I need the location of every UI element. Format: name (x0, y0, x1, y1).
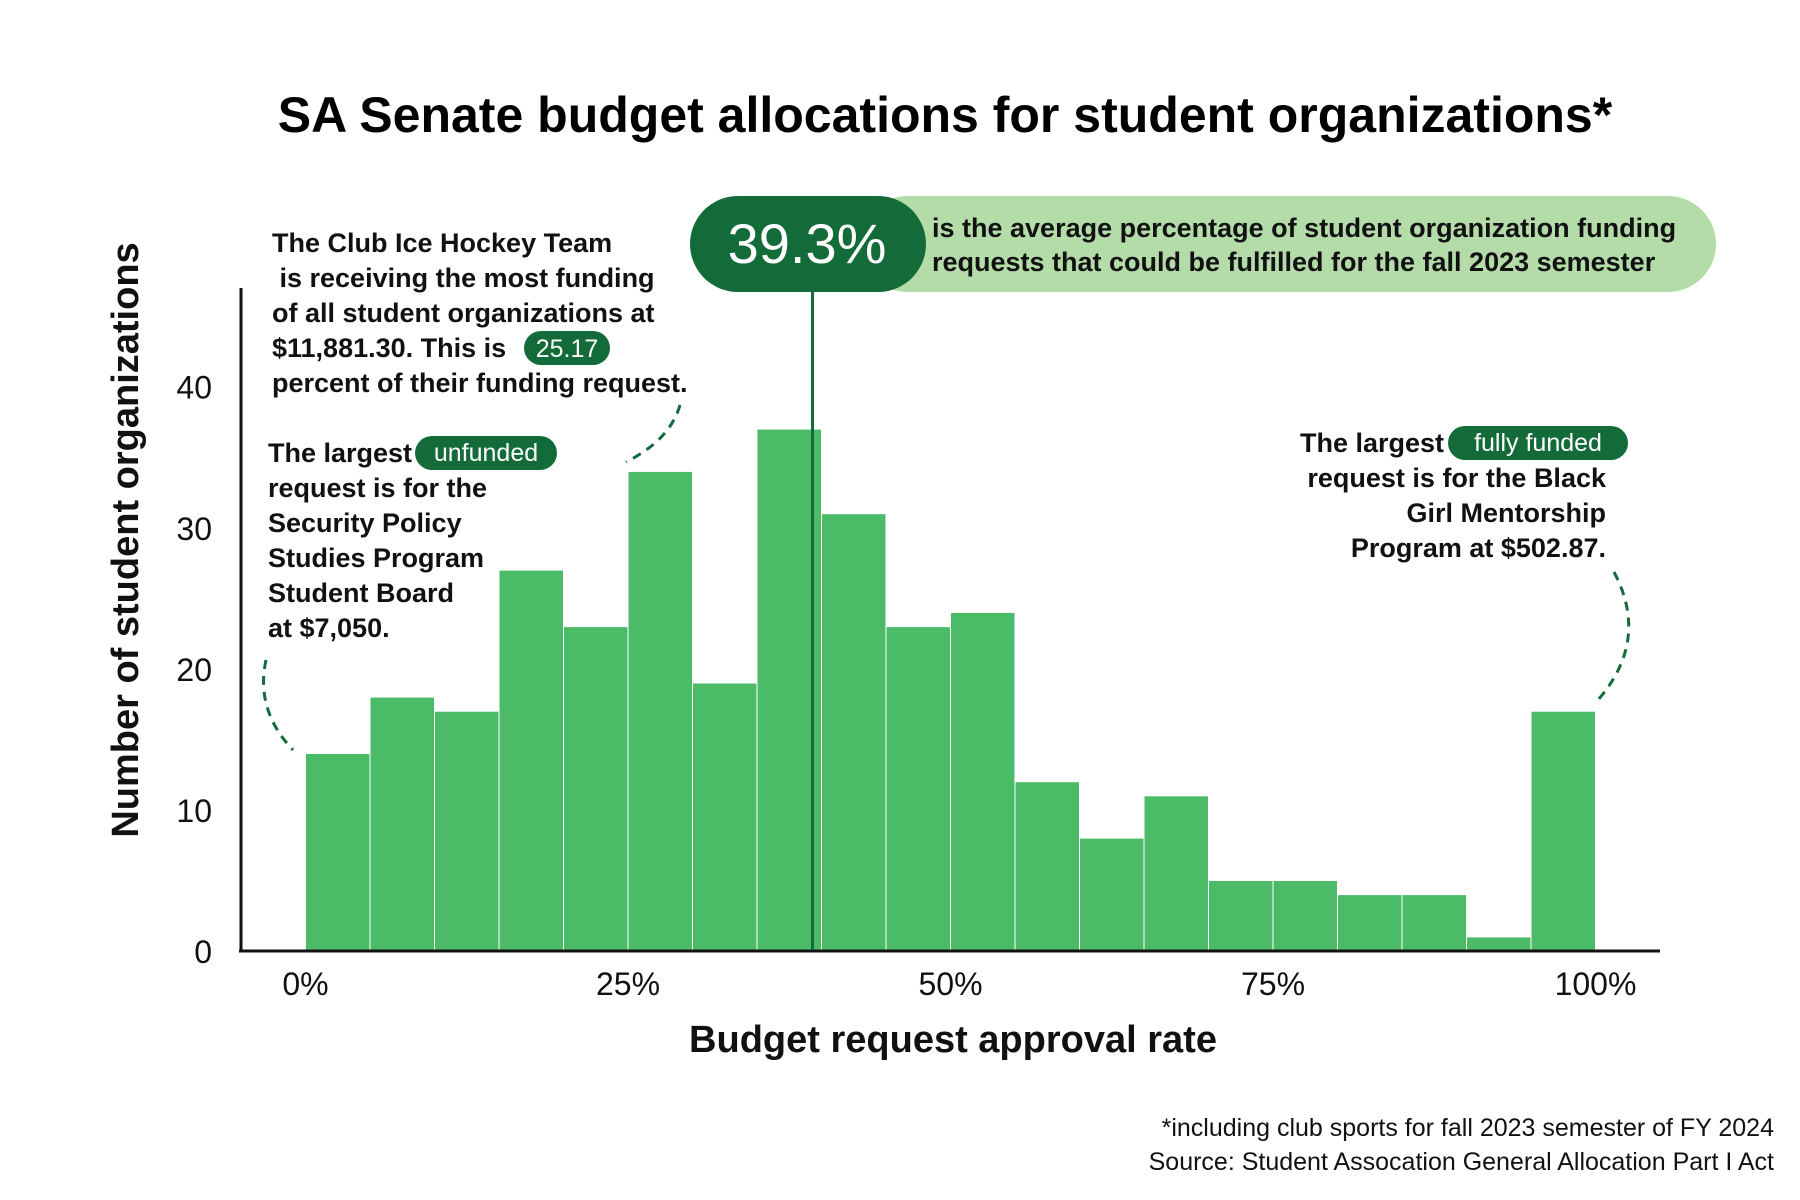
hockey-text-line-1: The Club Ice Hockey Team (272, 228, 612, 258)
hockey-text-line-2: is receiving the most funding (272, 263, 655, 293)
hockey-text-line-3: of all student organizations at (272, 298, 655, 328)
fully-funded-text-line-2: Girl Mentorship (1406, 498, 1606, 528)
fully-funded-prefix: The largest (1300, 428, 1444, 458)
y-tick-label: 20 (176, 652, 212, 688)
histogram-bar (563, 626, 629, 952)
fully-funded-connector (1596, 571, 1631, 701)
histogram-bar (1208, 880, 1274, 952)
fully-funded-callout: The largest fully funded request is for … (1300, 426, 1631, 701)
histogram-bar (756, 428, 822, 952)
hockey-percent-badge (524, 331, 610, 365)
hockey-text-line-5: percent of their funding request. (272, 368, 688, 398)
histogram-bar (498, 569, 564, 952)
average-callout: 39.3% is the average percentage of stude… (690, 196, 1716, 292)
x-axis-label: Budget request approval rate (689, 1019, 1217, 1061)
histogram-bar (1337, 894, 1403, 952)
average-callout-bar (860, 196, 1716, 292)
unfunded-text-line-3: Studies Program (268, 543, 484, 573)
average-text-line-2: requests that could be fulfilled for the… (932, 247, 1656, 277)
unfunded-text-line-2: Security Policy (268, 508, 462, 538)
unfunded-badge-label: unfunded (434, 439, 538, 467)
histogram-bar (885, 626, 951, 952)
average-value: 39.3% (728, 212, 887, 275)
histogram-bar (1530, 710, 1596, 952)
average-value-badge (690, 196, 926, 292)
histogram-bar (1272, 880, 1338, 952)
histogram-bar (369, 696, 435, 952)
histogram-bar (1079, 837, 1145, 952)
hockey-connector (625, 404, 682, 464)
y-tick-label: 40 (176, 370, 212, 406)
histogram-bar (950, 611, 1016, 952)
x-tick-label: 75% (1241, 966, 1305, 1002)
bars-group (305, 428, 1596, 952)
hockey-callout: The Club Ice Hockey Team is receiving th… (272, 228, 688, 464)
fully-funded-badge-label: fully funded (1474, 429, 1602, 457)
histogram-bar (1466, 936, 1532, 952)
fully-funded-text-line-1: request is for the Black (1307, 463, 1607, 493)
histogram-bar (692, 682, 758, 952)
histogram-bar (1401, 894, 1467, 952)
fully-funded-badge (1448, 426, 1628, 460)
footnote-clubs: *including club sports for fall 2023 sem… (1162, 1114, 1774, 1142)
unfunded-text-line-1: request is for the (268, 473, 487, 503)
unfunded-connector (262, 659, 295, 752)
hockey-percent-value: 25.17 (536, 335, 599, 363)
unfunded-text-line-5: at $7,050. (268, 613, 390, 643)
x-tick-label: 50% (918, 966, 982, 1002)
x-tick-labels: 0% 25% 50% 75% 100% (282, 966, 1636, 1002)
unfunded-prefix: The largest (268, 438, 412, 468)
histogram-bar (434, 710, 500, 952)
chart-title: SA Senate budget allocations for student… (278, 87, 1613, 143)
y-tick-label: 0 (194, 934, 212, 970)
x-tick-label: 25% (596, 966, 660, 1002)
unfunded-callout: The largest unfunded request is for the … (262, 436, 557, 752)
histogram-bar (1014, 781, 1080, 952)
y-tick-label: 10 (176, 793, 212, 829)
fully-funded-text-line-3: Program at $502.87. (1351, 533, 1606, 563)
average-text-line-1: is the average percentage of student org… (932, 213, 1676, 243)
y-tick-label: 30 (176, 511, 212, 547)
unfunded-badge (415, 436, 557, 470)
unfunded-text-line-4: Student Board (268, 578, 454, 608)
histogram-bar (305, 753, 371, 952)
histogram-bar (1143, 795, 1209, 952)
y-axis-label: Number of student organizations (105, 242, 147, 837)
hockey-text-line-4: $11,881.30. This is (272, 333, 506, 363)
y-tick-labels: 0 10 20 30 40 (176, 370, 212, 970)
x-tick-label: 0% (282, 966, 328, 1002)
x-tick-label: 100% (1555, 966, 1637, 1002)
histogram-bar (627, 470, 693, 952)
footnote-source: Source: Student Assocation General Alloc… (1149, 1148, 1774, 1176)
histogram-bar (821, 513, 887, 952)
